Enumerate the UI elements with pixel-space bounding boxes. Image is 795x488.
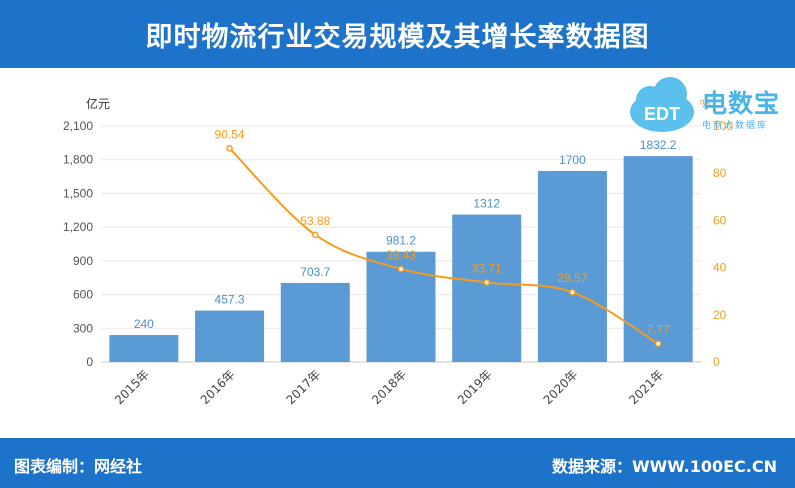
bar-value-label: 1700: [559, 153, 586, 167]
footer-source: 数据来源：WWW.100EC.CN: [551, 457, 777, 476]
x-tick-label: 2018年: [369, 367, 409, 407]
y-tick-label: 1,200: [63, 220, 93, 234]
y-tick-label: 300: [73, 321, 93, 335]
logo-brand: 电数宝: [702, 89, 781, 118]
bar-value-label: 457.3: [215, 293, 245, 307]
x-tick-label: 2021年: [626, 367, 666, 407]
growth-rate-line: [228, 147, 659, 345]
growth-rate-label: 33.71: [472, 261, 502, 275]
growth-rate-point: [654, 340, 662, 348]
x-tick-label: 2019年: [455, 367, 495, 407]
growth-rate-point: [483, 279, 491, 286]
bar: [109, 335, 179, 362]
y-tick-label: 1,800: [63, 153, 93, 167]
y-tick-label: 900: [73, 254, 93, 268]
bar: [537, 170, 607, 362]
bar: [452, 214, 522, 362]
logo-mark-text: EDT: [644, 104, 680, 124]
bar-value-label: 240: [134, 317, 154, 331]
cloud-logo-icon: EDT: [630, 77, 694, 132]
chart-footer: 图表编制：网经社 数据来源：WWW.100EC.CN: [0, 438, 795, 488]
growth-rate-point: [226, 144, 233, 152]
y-axis-unit: 亿元: [86, 96, 110, 111]
growth-rate-label: 7.77: [646, 323, 670, 337]
chart-header: 即时物流行业交易规模及其增长率数据图: [0, 0, 795, 68]
y2-tick-label: 60: [713, 213, 727, 227]
growth-rate-label: 90.54: [215, 127, 245, 141]
y2-tick-label: 40: [713, 261, 727, 275]
growth-rate-point: [311, 231, 319, 239]
logo: EDT 电数宝 电商大数据库: [624, 72, 794, 142]
y2-tick-label: 100: [713, 119, 733, 133]
x-tick-label: 2020年: [541, 367, 581, 407]
x-tick-label: 2017年: [283, 367, 323, 407]
bar-value-label: 1312: [473, 197, 500, 211]
logo-tagline: 电商大数据库: [702, 121, 769, 131]
footer-editor: 图表编制：网经社: [14, 457, 143, 476]
y-tick-label: 1,500: [63, 186, 93, 200]
y-tick-label: 2,100: [63, 119, 93, 133]
growth-rate-label: 39.43: [386, 248, 416, 262]
y2-axis-unit: %: [700, 97, 711, 111]
growth-rate-label: 53.88: [300, 214, 330, 228]
bar: [195, 310, 265, 362]
growth-rate-point: [397, 265, 405, 273]
y2-tick-label: 80: [713, 166, 727, 180]
bar-value-label: 703.7: [300, 265, 330, 279]
growth-rate-point: [569, 288, 576, 296]
x-tick-label: 2015年: [112, 367, 152, 407]
y-tick-label: 600: [73, 288, 93, 302]
y2-tick-label: 20: [713, 308, 727, 322]
growth-rate-label: 29.57: [557, 271, 587, 285]
chart-title: 即时物流行业交易规模及其增长率数据图: [145, 21, 650, 53]
combo-chart: 0 300 600 900 1,200 1,500 1,800 2,100 0 20 40 60 80 1…: [63, 96, 733, 407]
bar: [280, 282, 350, 362]
bar-value-label: 981.2: [386, 234, 416, 248]
x-tick-label: 2016年: [198, 367, 238, 407]
bar-value-label: 1832.2: [640, 138, 677, 152]
y2-tick-label: 0: [713, 355, 720, 369]
y-tick-label: 0: [86, 355, 93, 369]
